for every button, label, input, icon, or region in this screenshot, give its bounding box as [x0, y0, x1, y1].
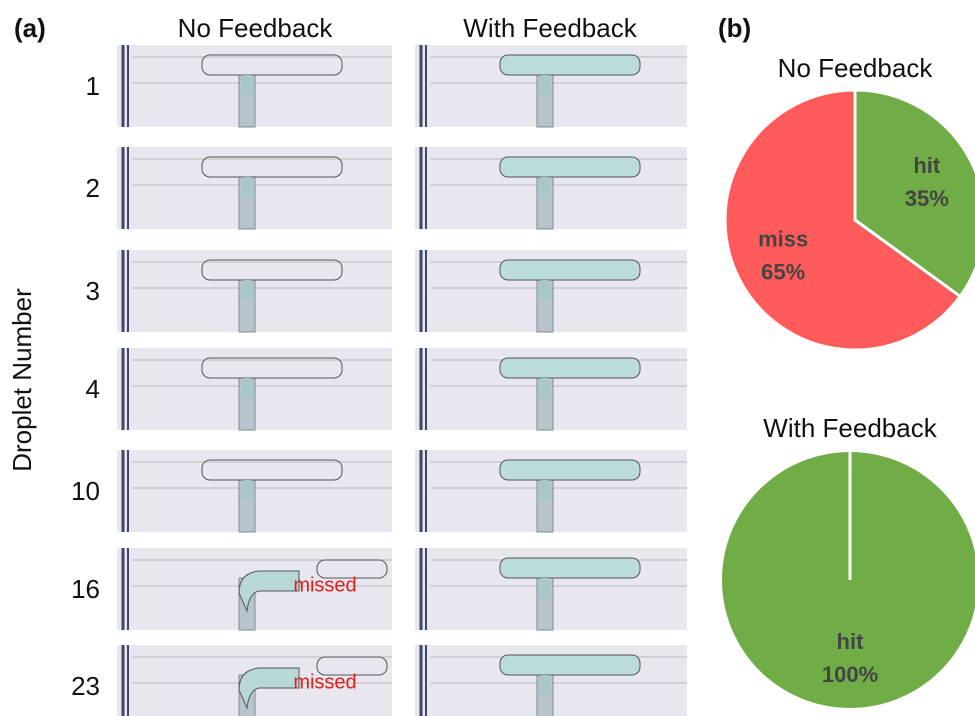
row-label: 10	[71, 476, 100, 506]
row-label: 1	[86, 71, 100, 101]
row-label: 2	[86, 173, 100, 203]
annotation: missed	[293, 574, 356, 596]
droplet	[500, 260, 640, 280]
slice-category: hit	[837, 629, 865, 654]
droplet	[500, 558, 640, 578]
y-axis-label: Droplet Number	[7, 288, 37, 472]
slice-value-label: 100%	[822, 662, 878, 687]
chart-title: With Feedback	[763, 413, 937, 443]
micrograph	[117, 250, 392, 332]
droplet	[500, 460, 640, 480]
micrograph	[117, 450, 392, 532]
row-label: 3	[86, 276, 100, 306]
micrograph	[415, 250, 687, 332]
column-header: No Feedback	[178, 13, 334, 43]
panel-label: (a)	[14, 13, 46, 43]
droplet	[500, 55, 640, 75]
droplet	[500, 655, 640, 675]
micrograph	[415, 147, 687, 229]
micrograph	[415, 348, 687, 430]
annotation: missed	[293, 671, 356, 693]
panel-label: (b)	[718, 13, 751, 43]
micrograph	[117, 147, 392, 229]
column-header: With Feedback	[463, 13, 637, 43]
slice-category: hit	[913, 153, 941, 178]
slice-value-label: 35%	[905, 186, 949, 211]
micrograph	[117, 45, 392, 127]
chart-title: No Feedback	[778, 53, 934, 83]
micrograph	[117, 348, 392, 430]
droplet	[500, 157, 640, 177]
row-label: 16	[71, 574, 100, 604]
droplet	[500, 358, 640, 378]
row-label: 4	[86, 374, 100, 404]
slice-category: miss	[758, 226, 808, 251]
micrograph	[415, 645, 687, 716]
figure: (a) (b) No Feedback With Feedback Drople…	[0, 0, 975, 716]
micrograph	[415, 548, 687, 630]
row-label: 23	[71, 671, 100, 701]
slice-value-label: 65%	[761, 259, 805, 284]
micrograph	[415, 450, 687, 532]
micrograph	[415, 45, 687, 127]
